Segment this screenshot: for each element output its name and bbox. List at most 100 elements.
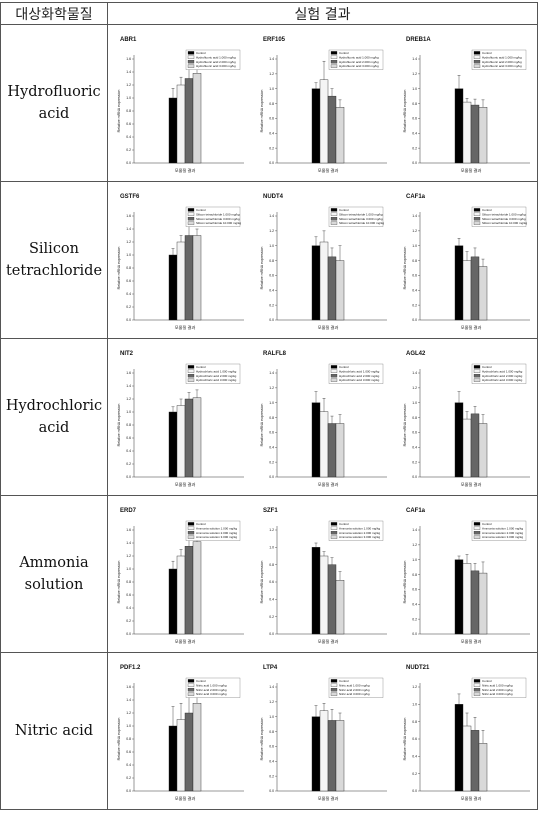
y-tick-label: 0.8 (269, 416, 274, 420)
y-tick-label: 1.4 (269, 371, 274, 375)
header-row: 대상화학물질 실험 결과 (0, 2, 538, 25)
legend-swatch (187, 522, 195, 526)
bar (311, 88, 321, 164)
legend-swatch (330, 683, 338, 687)
y-tick-label: 1.0 (412, 87, 417, 91)
header-chemical: 대상화학물질 (0, 2, 108, 25)
y-tick-label: 1.4 (269, 214, 274, 218)
y-tick-label: 1.6 (126, 685, 131, 689)
y-tick-label: 0.2 (412, 303, 417, 307)
y-tick-label: 0.4 (412, 131, 417, 135)
bar (462, 260, 472, 321)
y-tick-label: 0.6 (126, 122, 131, 126)
y-tick-label: 1.2 (269, 386, 274, 390)
y-tick-label: 1.4 (269, 685, 274, 689)
y-tick-label: 1.0 (412, 401, 417, 405)
legend-label: Nitric acid 3.000 mg/kg (482, 692, 513, 696)
legend-swatch (473, 535, 481, 539)
chart-title: ABR1 (120, 37, 137, 43)
error-bar (465, 411, 469, 420)
y-tick-label: 0.2 (412, 617, 417, 621)
bar (311, 716, 321, 792)
bar-chart: LTP4 Relative mRNA expression 0.0 0.2 0.4 0.6… (260, 665, 387, 802)
legend-box (328, 363, 384, 384)
y-tick-label: 0.4 (126, 606, 131, 610)
legend-label: Control (482, 522, 492, 526)
bar (327, 256, 337, 321)
bar (470, 570, 480, 635)
bar (470, 413, 480, 478)
error-bar (465, 251, 469, 261)
y-axis-label: Relative mRNA expression (260, 718, 264, 761)
y-tick-label: 1.4 (412, 214, 417, 218)
y-tick-label: 0.6 (126, 436, 131, 440)
error-bar (179, 77, 183, 85)
error-bar (481, 561, 485, 574)
y-tick-label: 1.2 (412, 685, 417, 689)
y-tick-label: 0.4 (412, 445, 417, 449)
legend-label: Hydrochloric acid 3.000 mg/kg (482, 378, 523, 382)
chart-group: GSTF6 Relative mRNA expression 0.0 0.2 0.4 0.… (117, 194, 530, 331)
chart-title: LTP4 (263, 665, 278, 671)
legend-swatch (473, 217, 481, 221)
chemical-name: Silicon tetrachloride (0, 181, 108, 339)
bar (168, 411, 178, 478)
legend-label: Nitric acid 3.000 mg/kg (196, 692, 227, 696)
legend-label: Hydrofluoric acid 1.000 mg/kg (482, 55, 522, 59)
legend-swatch (187, 531, 195, 535)
legend-swatch (473, 374, 481, 378)
chart-group: NIT2 Relative mRNA expression 0.0 0.2 0.4 0.6… (117, 351, 530, 488)
legend-swatch (330, 51, 338, 55)
bar (184, 235, 194, 321)
y-tick-label: 0.8 (412, 416, 417, 420)
error-bar (457, 555, 461, 560)
chart-title: CAF1a (406, 194, 426, 200)
y-tick-label: 0.0 (412, 161, 417, 165)
y-axis-label: Relative mRNA expression (260, 404, 264, 447)
chart-title: NUDT21 (406, 665, 430, 671)
error-bar (171, 406, 175, 412)
bar (327, 423, 337, 478)
bar (454, 704, 464, 792)
bar (319, 411, 329, 478)
legend-swatch (473, 208, 481, 212)
legend-swatch (187, 212, 195, 216)
error-bar (314, 236, 318, 246)
error-bar (171, 88, 175, 98)
y-tick-label: 0.2 (412, 146, 417, 150)
y-tick-label: 0.8 (269, 102, 274, 106)
legend-box (471, 363, 527, 384)
error-bar (338, 245, 342, 261)
bar (454, 402, 464, 478)
legend-label: Control (339, 365, 349, 369)
bar (192, 541, 202, 635)
legend-swatch (330, 374, 338, 378)
y-tick-label: 0.0 (126, 161, 131, 165)
legend-box (328, 520, 384, 541)
y-tick-label: 0.8 (126, 580, 131, 584)
x-axis-label: 모물질 결과 (318, 481, 339, 488)
legend-label: Hydrofluoric acid 3.000 mg/kg (339, 64, 379, 68)
error-bar (338, 571, 342, 581)
legend-swatch (330, 688, 338, 692)
chart-cell: ERD7 Relative mRNA expression 0.0 0.2 0.4 0.6… (107, 495, 538, 653)
y-tick-label: 1.0 (269, 87, 274, 91)
error-bar (179, 398, 183, 406)
y-tick-label: 0.8 (412, 720, 417, 724)
y-tick-label: 1.4 (412, 528, 417, 532)
chart-title: GSTF6 (120, 194, 140, 200)
error-bar (473, 717, 477, 731)
legend-label: Ammonia solution 1.000 mg/kg (482, 526, 524, 530)
y-tick-label: 1.4 (126, 384, 131, 388)
bar-chart: NUDT21 Relative mRNA expression 0.0 0.2 0.4 0… (403, 665, 530, 802)
legend-swatch (330, 378, 338, 382)
y-tick-label: 0.2 (269, 615, 274, 619)
legend-label: Silicon tetrachloride 10.000 mg/kg (482, 221, 528, 225)
legend-box (185, 363, 241, 384)
y-tick-label: 0.0 (269, 318, 274, 322)
y-tick-label: 0.8 (126, 266, 131, 270)
y-tick-label: 0.0 (269, 161, 274, 165)
y-tick-label: 0.0 (412, 475, 417, 479)
y-tick-label: 0.6 (126, 593, 131, 597)
y-tick-label: 1.6 (126, 528, 131, 532)
